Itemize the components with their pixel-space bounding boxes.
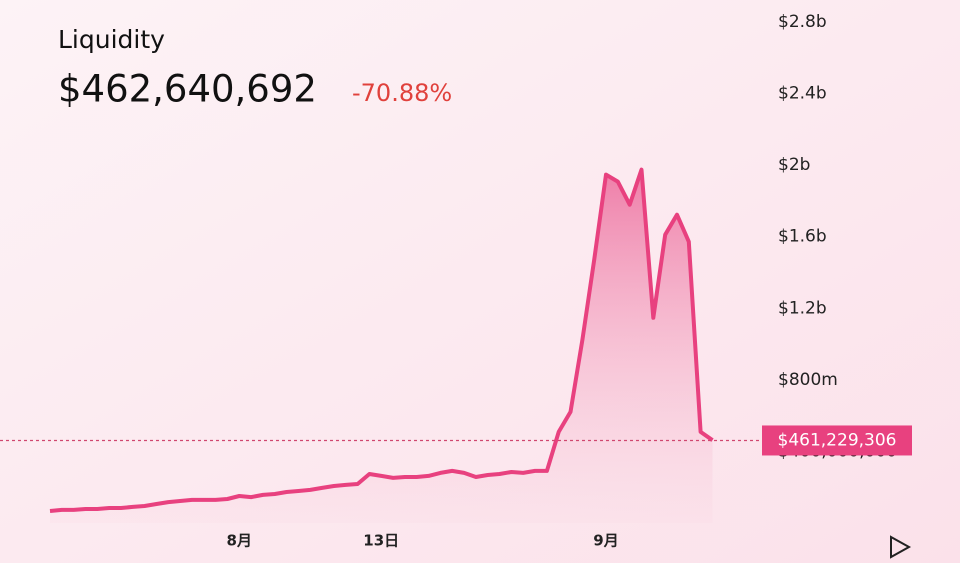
y-tick-label: $2.4b [778,84,827,104]
y-tick-label: $2.8b [778,12,827,32]
x-tick-label: 9月 [593,532,618,550]
line [49,167,714,513]
y-tick-label: $2b [778,155,810,175]
chart-title: Liquidity [58,25,165,54]
change-percent: -70.88% [352,79,452,107]
y-tick-label: $800m [778,370,838,390]
y-tick-label: $1.2b [778,298,827,318]
x-tick-label: 8月 [227,532,252,550]
play-button[interactable] [890,535,912,559]
crosshair-label-box [762,425,912,456]
crosshair-label: $461,229,306 [778,430,897,450]
headline-value: $462,640,692 [58,68,317,111]
y-tick-label: $1.6b [778,227,827,247]
area-fill [50,169,713,523]
x-tick-label: 13日 [363,532,399,550]
